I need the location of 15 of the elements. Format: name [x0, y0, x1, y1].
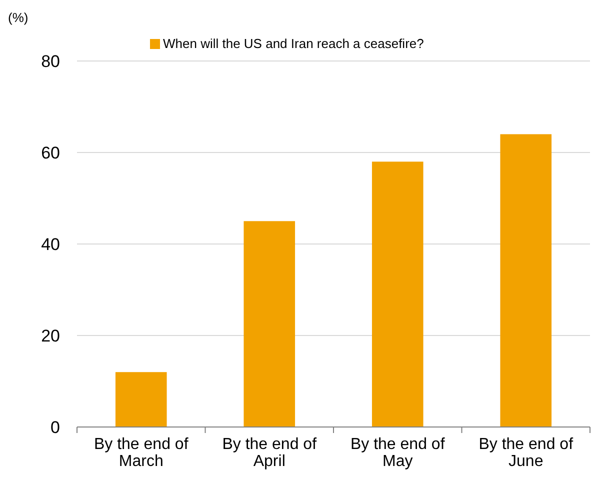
x-tick-label: By the end of March: [94, 436, 189, 470]
legend-label: When will the US and Iran reach a ceasefire?: [163, 36, 424, 51]
y-tick-label: 60: [41, 143, 60, 162]
x-tick-label: By the end of April: [222, 436, 318, 470]
y-tick-label: 20: [41, 326, 60, 346]
y-axis-title: (%): [8, 10, 28, 25]
y-tick-label: 0: [50, 418, 60, 437]
bar: [115, 372, 167, 427]
bar: [500, 134, 552, 427]
x-tick-label: By the end of June: [478, 436, 574, 470]
bar: [244, 221, 296, 427]
x-tick-label: By the end of May: [350, 436, 446, 470]
bar: [372, 162, 424, 427]
y-tick-label: 80: [41, 52, 60, 71]
y-tick-label: 40: [41, 234, 60, 254]
